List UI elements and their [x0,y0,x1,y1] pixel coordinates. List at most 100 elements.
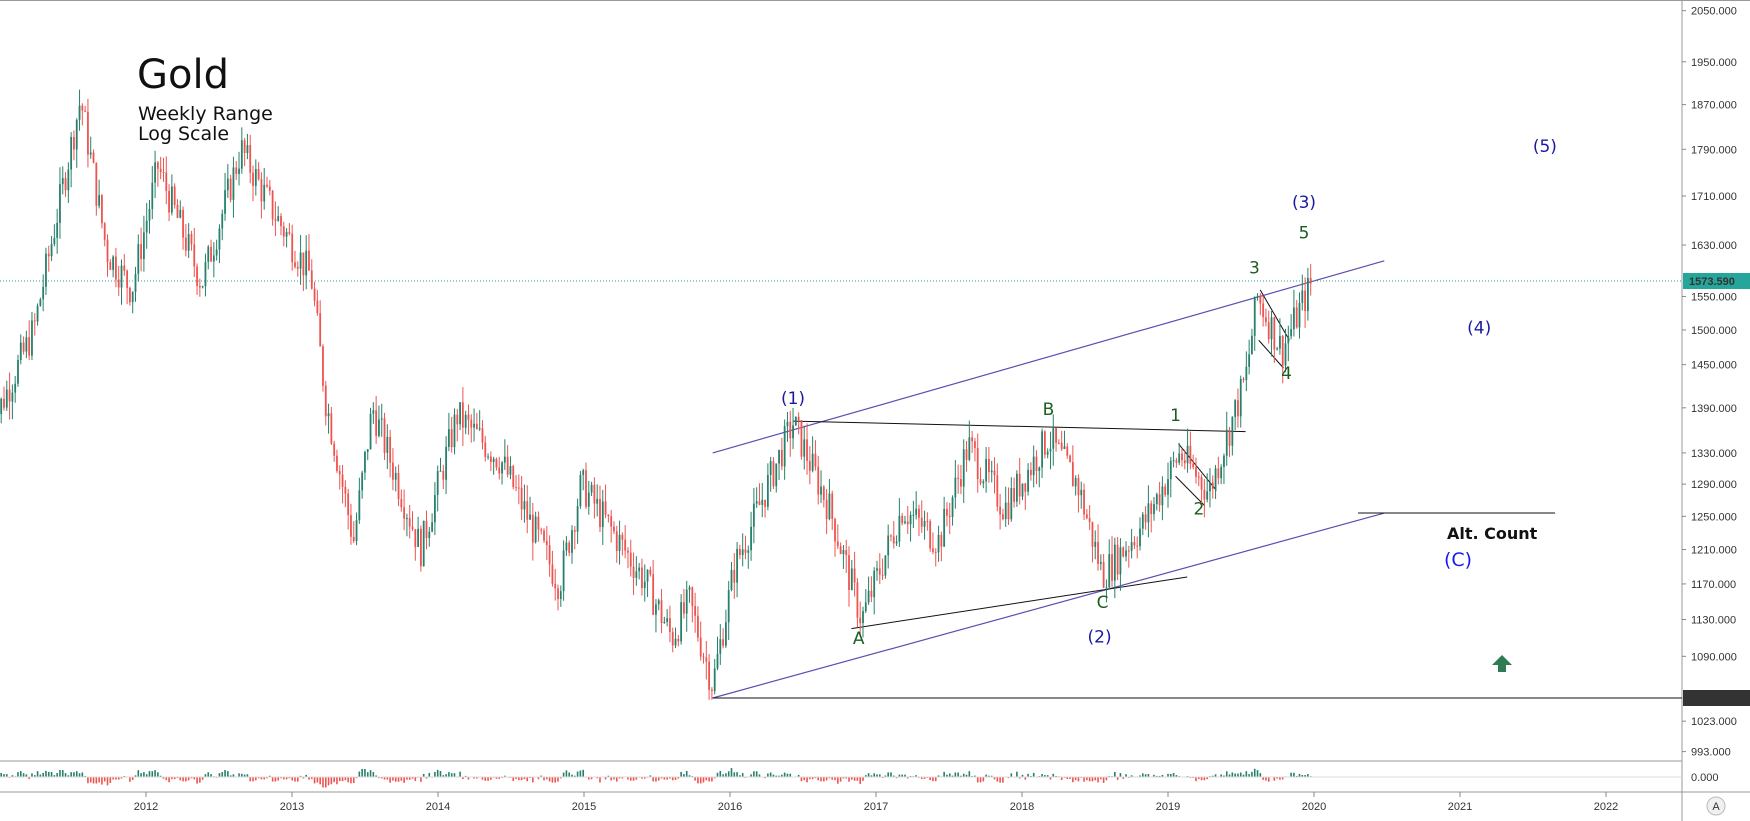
candle [526,485,529,534]
candle-body [1144,514,1147,523]
candle-body [587,492,590,507]
candle-body [78,105,81,120]
candle-body [263,184,266,202]
candle-body [683,602,685,614]
oscillator-bar [481,777,484,780]
candle-body [778,449,780,464]
candle [1287,325,1290,362]
candle [1080,481,1083,509]
candle-body [814,453,817,467]
oscillator-bar [131,777,134,780]
candle-body [1136,545,1139,547]
candle [680,594,683,645]
oscillator-bar [655,777,657,782]
oscillator-bar [453,773,456,778]
candle-body [744,549,747,553]
candle-body [627,550,629,553]
candle [649,566,652,577]
candle [1225,411,1228,466]
candle [134,266,137,302]
oscillator-bar [618,777,621,779]
candle-body [207,246,210,262]
candle [643,564,646,602]
candle-body [895,541,898,544]
oscillator-bar [663,777,666,780]
candle [1172,451,1175,468]
candle-body [408,518,411,527]
auto-scale-button[interactable]: A [1706,796,1726,816]
oscillator-bar [285,777,288,780]
candle-body [968,437,971,460]
candle [912,500,915,529]
candle [201,285,204,289]
candle-body [1063,446,1066,450]
candle-body [909,514,912,525]
time-tick-label: 2018 [1010,801,1034,813]
oscillator-bar [182,777,184,782]
candle-body [822,486,825,500]
candle [923,510,926,540]
candle-body [1085,514,1088,519]
candle-body [1147,503,1150,523]
candle [548,535,551,577]
candle [666,609,669,627]
candle-body [19,342,22,360]
oscillator-bar [557,777,559,782]
candle [683,588,685,619]
candle-body [170,186,173,213]
candle [747,545,750,569]
candle [848,546,850,607]
oscillator-bar [806,777,808,783]
oscillator-bar [811,777,814,780]
candle-body [484,442,487,457]
candle [98,179,101,209]
candle-body [1251,335,1253,355]
oscillator-bar [294,777,296,782]
candle [1013,477,1015,508]
candle [901,512,904,526]
wave-label: (5) [1533,137,1557,157]
candle [976,433,979,493]
candle [517,474,520,505]
candle [31,311,33,361]
candle [182,206,184,250]
candle-body [14,383,17,393]
candle [621,532,624,556]
candle-body [447,429,450,447]
time-tick-label: 2022 [1594,801,1618,813]
candle [730,562,733,592]
candle [481,420,484,450]
oscillator-bar [221,772,224,778]
oscillator-bar [277,777,280,781]
oscillator-bar [238,773,240,778]
candle [932,532,934,555]
candle [515,475,517,492]
candle-body [67,169,70,191]
candle [1309,264,1312,296]
candle [1069,454,1071,463]
oscillator-bar [308,777,310,780]
oscillator-bar [434,771,436,778]
oscillator-bar [1301,775,1304,778]
candle-body [1113,544,1116,581]
oscillator-bar [1172,772,1175,778]
candle [929,519,932,552]
candle-body [1237,400,1239,417]
candle-body [736,548,738,583]
candle-body [1225,429,1228,456]
candle [184,224,187,257]
candle [319,300,322,347]
candle [708,653,711,700]
candle-body [780,449,783,467]
candle [447,412,450,452]
candle-body [1239,378,1242,417]
oscillator-bar [5,774,8,778]
candle-body [806,439,808,461]
oscillator-bar [532,777,534,783]
candle [246,133,249,160]
oscillator-bar [1130,775,1133,778]
candle [19,334,22,365]
candle [1178,442,1181,466]
oscillator-bar [529,777,531,779]
